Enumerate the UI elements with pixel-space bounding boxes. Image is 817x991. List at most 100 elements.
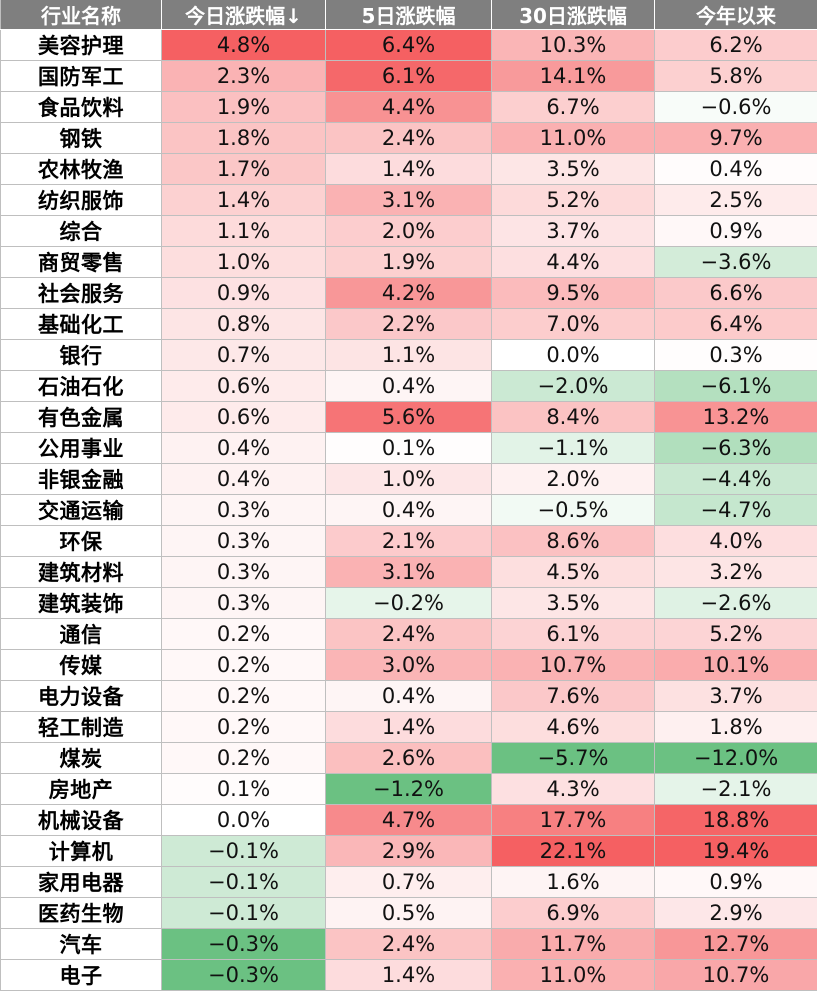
30day-change-cell: 22.1% bbox=[492, 836, 655, 867]
industry-name-cell: 银行 bbox=[1, 340, 162, 371]
5day-change-cell: 3.1% bbox=[326, 557, 492, 588]
ytd-change-cell: 0.9% bbox=[655, 216, 817, 247]
today-change-cell: 4.8% bbox=[162, 30, 326, 61]
ytd-change-cell: 0.3% bbox=[655, 340, 817, 371]
ytd-change-cell: 5.2% bbox=[655, 619, 817, 650]
today-change-cell: 0.3% bbox=[162, 526, 326, 557]
30day-change-cell: 8.6% bbox=[492, 526, 655, 557]
today-change-cell: 0.4% bbox=[162, 464, 326, 495]
5day-change-cell: 2.2% bbox=[326, 309, 492, 340]
ytd-change-cell: −2.1% bbox=[655, 774, 817, 805]
today-change-cell: 0.3% bbox=[162, 588, 326, 619]
table-row[interactable]: 电子−0.3%1.4%11.0%10.7% bbox=[1, 960, 817, 991]
5day-change-cell: 0.7% bbox=[326, 867, 492, 898]
column-header-ytd-change[interactable]: 今年以来 bbox=[655, 0, 817, 30]
ytd-change-cell: −0.6% bbox=[655, 92, 817, 123]
30day-change-cell: −2.0% bbox=[492, 371, 655, 402]
ytd-change-cell: 10.7% bbox=[655, 960, 817, 991]
column-header-today-change[interactable]: 今日涨跌幅↓ bbox=[162, 0, 326, 30]
30day-change-cell: 3.5% bbox=[492, 154, 655, 185]
5day-change-cell: 6.1% bbox=[326, 61, 492, 92]
industry-name-cell: 电力设备 bbox=[1, 681, 162, 712]
30day-change-cell: 6.1% bbox=[492, 619, 655, 650]
column-header-5day-change[interactable]: 5日涨跌幅 bbox=[326, 0, 492, 30]
industry-name-cell: 纺织服饰 bbox=[1, 185, 162, 216]
30day-change-cell: 4.4% bbox=[492, 247, 655, 278]
5day-change-cell: −0.2% bbox=[326, 588, 492, 619]
industry-name-cell: 农林牧渔 bbox=[1, 154, 162, 185]
30day-change-cell: 11.0% bbox=[492, 123, 655, 154]
industry-name-cell: 非银金融 bbox=[1, 464, 162, 495]
5day-change-cell: 2.4% bbox=[326, 123, 492, 154]
industry-name-cell: 汽车 bbox=[1, 929, 162, 960]
ytd-change-cell: 18.8% bbox=[655, 805, 817, 836]
ytd-change-cell: 2.5% bbox=[655, 185, 817, 216]
industry-name-cell: 有色金属 bbox=[1, 402, 162, 433]
today-change-cell: −0.3% bbox=[162, 960, 326, 991]
5day-change-cell: 4.4% bbox=[326, 92, 492, 123]
industry-name-cell: 石油石化 bbox=[1, 371, 162, 402]
table-row[interactable]: 医药生物−0.1%0.5%6.9%2.9% bbox=[1, 898, 817, 929]
today-change-cell: 0.9% bbox=[162, 278, 326, 309]
5day-change-cell: 1.1% bbox=[326, 340, 492, 371]
ytd-change-cell: 10.1% bbox=[655, 650, 817, 681]
today-change-cell: 0.2% bbox=[162, 743, 326, 774]
today-change-cell: 1.8% bbox=[162, 123, 326, 154]
5day-change-cell: 2.0% bbox=[326, 216, 492, 247]
table-header: 行业名称 今日涨跌幅↓ 5日涨跌幅 30日涨跌幅 今年以来 bbox=[1, 0, 817, 30]
industry-name-cell: 公用事业 bbox=[1, 433, 162, 464]
industry-name-cell: 房地产 bbox=[1, 774, 162, 805]
table-row[interactable]: 计算机−0.1%2.9%22.1%19.4% bbox=[1, 836, 817, 867]
5day-change-cell: 4.7% bbox=[326, 805, 492, 836]
today-change-cell: −0.1% bbox=[162, 867, 326, 898]
ytd-change-cell: −4.7% bbox=[655, 495, 817, 526]
table-row[interactable]: 汽车−0.3%2.4%11.7%12.7% bbox=[1, 929, 817, 960]
column-header-30day-change[interactable]: 30日涨跌幅 bbox=[492, 0, 655, 30]
30day-change-cell: 9.5% bbox=[492, 278, 655, 309]
ytd-change-cell: 6.4% bbox=[655, 309, 817, 340]
today-change-cell: −0.1% bbox=[162, 898, 326, 929]
5day-change-cell: 2.4% bbox=[326, 619, 492, 650]
table-row[interactable]: 家用电器−0.1%0.7%1.6%0.9% bbox=[1, 867, 817, 898]
ytd-change-cell: 3.2% bbox=[655, 557, 817, 588]
5day-change-cell: 3.1% bbox=[326, 185, 492, 216]
industry-name-cell: 钢铁 bbox=[1, 123, 162, 154]
ytd-change-cell: −6.3% bbox=[655, 433, 817, 464]
today-change-cell: 0.1% bbox=[162, 774, 326, 805]
30day-change-cell: −1.1% bbox=[492, 433, 655, 464]
30day-change-cell: 17.7% bbox=[492, 805, 655, 836]
ytd-change-cell: 0.4% bbox=[655, 154, 817, 185]
ytd-change-cell: 3.7% bbox=[655, 681, 817, 712]
5day-change-cell: 1.4% bbox=[326, 960, 492, 991]
industry-name-cell: 综合 bbox=[1, 216, 162, 247]
today-change-cell: 0.2% bbox=[162, 650, 326, 681]
ytd-change-cell: 6.6% bbox=[655, 278, 817, 309]
